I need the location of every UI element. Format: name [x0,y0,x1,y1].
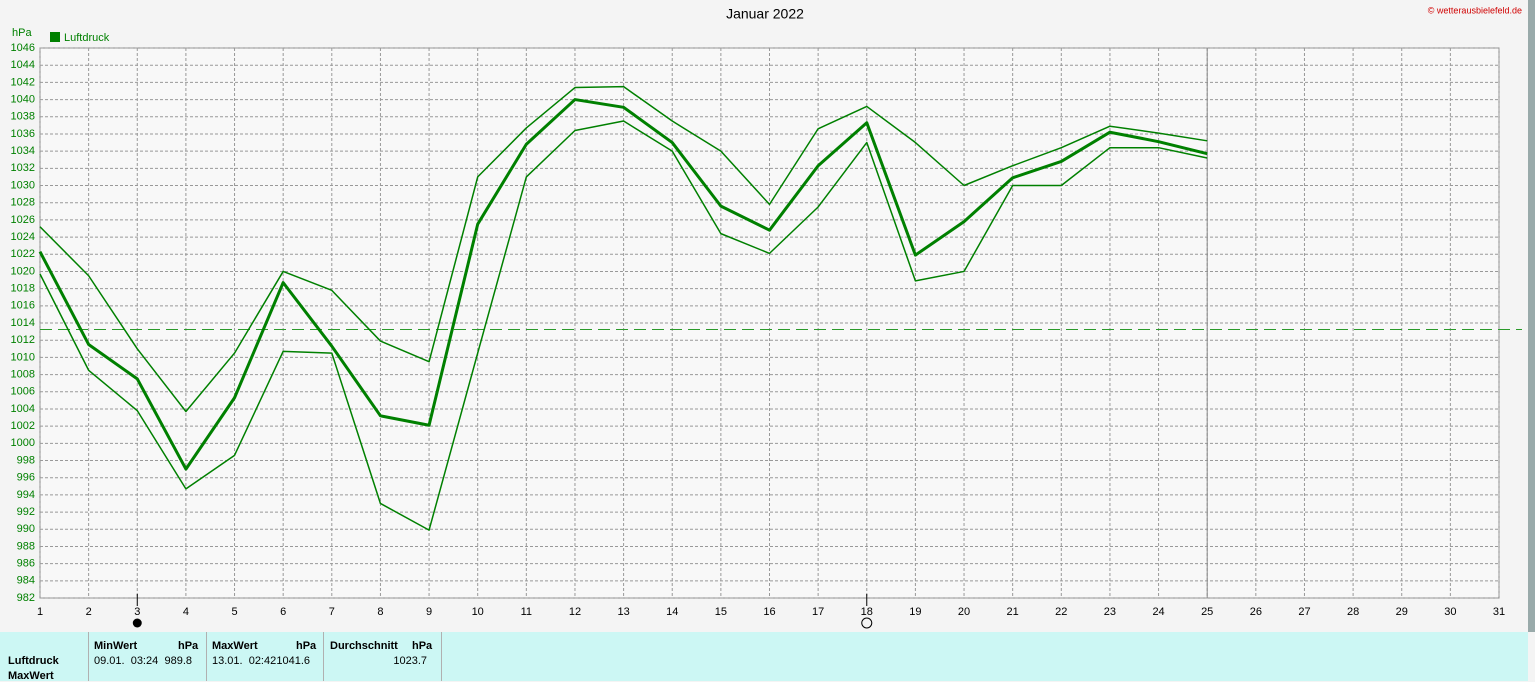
chart: Januar 2022 © wetterausbielefeld.de hPa … [11,0,1535,632]
y-tick-label: 992 [17,506,35,518]
y-tick-label: 1020 [11,265,35,277]
copyright: © wetterausbielefeld.de [1428,5,1522,15]
y-tick-label: 1044 [11,59,35,71]
x-tick-label: 18 [861,606,873,618]
y-tick-label: 1000 [11,437,35,449]
x-tick-label: 20 [958,606,970,618]
y-tick-label: 1004 [11,403,35,415]
full-moon [861,617,873,629]
x-tick-label: 17 [812,606,824,618]
stats-table: MinWert hPa MaxWert hPa Durchschnitt hPa… [0,632,1528,682]
y-tick-label: 988 [17,540,35,552]
cell: 13.01. 02:42 [212,655,277,667]
y-tick-label: 1040 [11,93,35,105]
x-tick-label: 1 [37,606,43,618]
y-tick-label: 1022 [11,248,35,260]
x-tick-label: 9 [426,606,432,618]
y-tick-label: 984 [17,575,35,587]
x-tick-label: 19 [909,606,921,618]
y-tick-label: 994 [17,489,35,501]
x-tick-label: 7 [329,606,335,618]
x-tick-label: 30 [1444,606,1456,618]
x-tick-label: 11 [521,606,532,618]
y-tick-label: 1038 [11,111,35,123]
x-tick-label: 31 [1493,606,1505,618]
cell: 1041.6 [276,655,310,667]
x-tick-label: 26 [1250,606,1262,618]
x-tick-label: 23 [1104,606,1116,618]
header: MaxWert [212,640,258,652]
pressure-line [39,85,1208,413]
y-tick-label: 1002 [11,420,35,432]
row-label: Luftdruck [8,655,59,667]
new-moon [132,618,142,628]
x-tick-label: 10 [472,606,484,618]
x-tick-label: 27 [1298,606,1310,618]
x-tick-label: 16 [763,606,775,618]
chart-title: Januar 2022 [726,6,804,22]
y-tick-label: 1046 [11,42,35,54]
cell: 09.01. 03:24 [94,655,159,667]
pressure-line [38,98,1208,471]
x-tick-label: 12 [569,606,581,618]
y-tick-label: 1006 [11,386,35,398]
legend-label: Luftdruck [64,32,110,44]
x-tick-label: 14 [666,606,678,618]
y-tick-label: 998 [17,454,35,466]
header: MinWert [94,640,138,652]
x-tick-label: 3 [134,606,140,618]
y-tick-label: 990 [17,523,35,535]
separator [88,632,89,681]
separator [206,632,207,681]
y-tick-label: 1026 [11,214,35,226]
y-tick-label: 996 [17,472,35,484]
y-tick-label: 1008 [11,368,35,380]
y-tick-label: 982 [17,592,35,604]
x-tick-label: 22 [1055,606,1067,618]
y-tick-label: 986 [17,558,35,570]
x-tick-label: 25 [1201,606,1213,618]
x-tick-label: 5 [231,606,237,618]
header: hPa [412,640,433,652]
x-tick-label: 2 [86,606,92,618]
y-tick-label: 1010 [11,351,35,363]
x-tick-label: 29 [1396,606,1408,618]
y-tick-label: 1042 [11,76,35,88]
x-tick-label: 8 [377,606,383,618]
y-tick-label: 1012 [11,334,35,346]
x-tick-label: 4 [183,606,189,618]
header: hPa [296,640,317,652]
y-tick-label: 1034 [11,145,35,157]
y-axis-label: hPa [12,27,32,39]
separator [441,632,442,681]
y-tick-label: 1016 [11,300,35,312]
cell: 989.8 [164,655,192,667]
row-label: MaxWert [8,670,54,682]
separator [323,632,324,681]
pressure-line [39,120,1208,531]
x-tick-label: 28 [1347,606,1359,618]
y-tick-label: 1014 [11,317,35,329]
legend-swatch [50,32,60,42]
edge [1528,0,1535,632]
header: hPa [178,640,199,652]
x-tick-label: 6 [280,606,286,618]
cell: 1023.7 [393,655,427,667]
y-tick-label: 1036 [11,128,35,140]
x-tick-label: 13 [617,606,629,618]
x-tick-label: 24 [1152,606,1164,618]
y-tick-label: 1024 [11,231,35,243]
x-tick-label: 21 [1007,606,1019,618]
header: Durchschnitt [330,640,398,652]
y-tick-label: 1032 [11,162,35,174]
x-tick-label: 15 [715,606,727,618]
y-tick-label: 1030 [11,179,35,191]
y-tick-label: 1018 [11,283,35,295]
y-tick-label: 1028 [11,197,35,209]
